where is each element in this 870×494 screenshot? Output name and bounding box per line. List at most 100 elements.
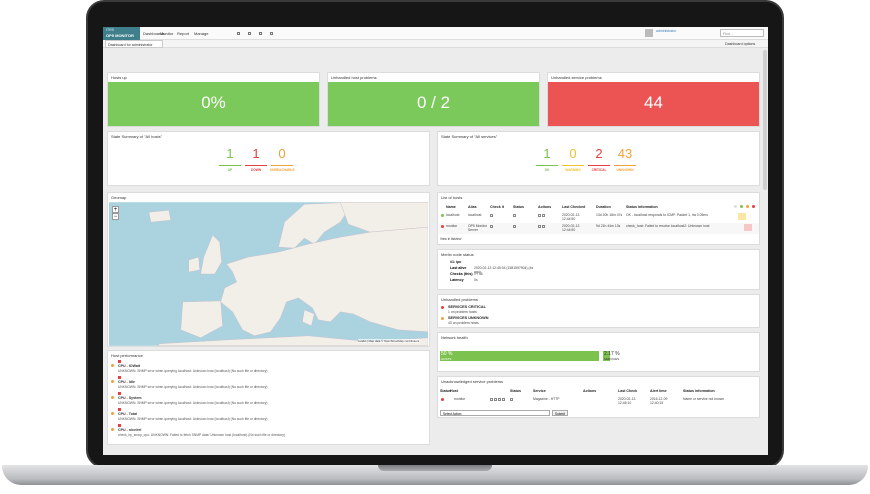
widget-title: Unacknowledged service problems bbox=[441, 379, 504, 384]
widget-title: State Summary of "All services" bbox=[441, 134, 498, 139]
health-bar bbox=[603, 351, 610, 361]
error-icon bbox=[118, 424, 121, 427]
widget-title: Unhandled service problems bbox=[551, 75, 602, 80]
logo-text: OP5 MONITOR bbox=[106, 33, 134, 38]
user-name: administrator bbox=[656, 29, 677, 33]
big-number-tile: 0% bbox=[108, 82, 319, 126]
tab[interactable]: Dashboard for administrator bbox=[105, 40, 163, 48]
error-icon bbox=[118, 360, 121, 363]
state-count: 1 bbox=[226, 146, 234, 161]
laptop-base bbox=[2, 465, 868, 485]
menu-item[interactable]: Manage bbox=[194, 31, 209, 36]
status-info: OK - localhost responds to ICMP. Packet … bbox=[626, 213, 708, 217]
menu-item[interactable]: Report bbox=[177, 31, 190, 36]
widget-title: Unhandled problems bbox=[441, 297, 478, 302]
perf-message: UNKNOWN: SNMP error when querying localh… bbox=[118, 417, 268, 421]
status-icon bbox=[111, 396, 114, 399]
status-icon bbox=[441, 317, 444, 320]
error-icon bbox=[118, 392, 121, 395]
listview-link[interactable]: View in listview bbox=[440, 237, 462, 241]
status-icon bbox=[111, 412, 114, 415]
search-box[interactable]: Find... bbox=[720, 29, 764, 37]
logo: ITRS OP5 MONITOR bbox=[103, 27, 140, 40]
column-header: Status Information bbox=[626, 205, 658, 209]
land bbox=[302, 309, 315, 327]
state-count: 1 bbox=[543, 146, 551, 161]
action-icon bbox=[502, 398, 505, 401]
big-number-tile: 44 bbox=[548, 82, 759, 126]
widget: State Summary of "All services" 1 OK 0 WARNI… bbox=[437, 131, 760, 186]
action-icon bbox=[510, 398, 513, 401]
status-info: check_host: Failed to resolve localhost2… bbox=[626, 224, 710, 228]
menu-item[interactable]: Monitor bbox=[160, 31, 174, 36]
action-icon bbox=[513, 225, 516, 228]
action-icon bbox=[542, 214, 545, 217]
big-number: 0 / 2 bbox=[416, 93, 451, 112]
field-value: 0 / 46 bbox=[474, 272, 483, 276]
map-attribution: Leaflet | Map data © OpenStreetMap contr… bbox=[358, 339, 420, 343]
status-icon bbox=[740, 205, 743, 208]
toolbar-icon bbox=[259, 32, 262, 35]
action-icon bbox=[542, 225, 545, 228]
column-header: Alert time bbox=[650, 389, 667, 393]
state-underline bbox=[614, 165, 636, 166]
problem-detail: 43 on problem hosts bbox=[448, 321, 479, 325]
widget: Hosts up 0% bbox=[107, 72, 320, 127]
dashboard-options[interactable]: Dashboard options bbox=[725, 42, 756, 46]
land bbox=[188, 256, 200, 273]
widget-title: Host performance bbox=[111, 353, 143, 358]
zoom-in[interactable]: + bbox=[112, 206, 119, 213]
zoom-out[interactable]: − bbox=[112, 213, 119, 220]
state-count: 43 bbox=[617, 146, 633, 161]
last-checked: 2020-02-13 12:44:50 bbox=[562, 224, 580, 232]
action-icon bbox=[490, 398, 493, 401]
submit-button[interactable]: Submit bbox=[552, 410, 568, 416]
column-header: Check it bbox=[490, 205, 504, 209]
column-header: Name bbox=[446, 205, 456, 209]
state-label: CRITICAL bbox=[591, 168, 607, 172]
big-number-tile: 0 / 2 bbox=[328, 82, 539, 126]
host-alias: localhost bbox=[468, 213, 482, 217]
perf-name: CPU - IOWait bbox=[118, 364, 141, 368]
duration: 13d 20h 18m 47s bbox=[596, 213, 623, 217]
widget: Merlin node status #1: ipc Last alive 2020-… bbox=[437, 249, 760, 290]
status-icon bbox=[111, 380, 114, 383]
column-header: Actions bbox=[583, 389, 597, 393]
state-underline bbox=[562, 165, 584, 166]
health-value: 2.17 % bbox=[604, 351, 620, 357]
top-nav: ITRS OP5 MONITOR Dashboards Monitor Report Ma… bbox=[103, 27, 768, 40]
status-icon bbox=[752, 205, 755, 208]
widget: Unhandled host problems 0 / 2 bbox=[327, 72, 540, 127]
laptop-notch bbox=[378, 465, 492, 471]
status-icon bbox=[441, 398, 444, 401]
health-value: 50 % bbox=[441, 351, 453, 357]
state-label: UP bbox=[227, 168, 233, 172]
problem-detail: 1 on problem hosts bbox=[448, 310, 477, 314]
state-underline bbox=[219, 165, 241, 166]
host-name: monitor bbox=[446, 224, 458, 228]
state-count: 2 bbox=[595, 146, 603, 161]
state-underline bbox=[536, 165, 558, 166]
select-action[interactable]: Select Action bbox=[440, 410, 550, 416]
health-label: SERVICES bbox=[604, 357, 620, 361]
widget-title: Merlin node status bbox=[441, 252, 474, 257]
widget-title: List of hosts bbox=[441, 195, 463, 200]
map[interactable] bbox=[109, 202, 428, 346]
state-cell bbox=[744, 224, 752, 231]
widget: Host performance CPU - IOWait UNKNOWN: SNM… bbox=[107, 350, 430, 445]
menu-item[interactable]: Dashboards bbox=[143, 31, 165, 36]
state-label: WARNING bbox=[565, 168, 581, 172]
widget: Unhandled service problems 44 bbox=[547, 72, 760, 127]
row-bg bbox=[439, 223, 759, 234]
column-header: Actions bbox=[538, 205, 552, 209]
status-icon bbox=[111, 428, 114, 431]
widget-title: Geomap bbox=[111, 195, 127, 200]
field-value: 2020-02-13 12:45:04 (1581597904) (4s ago… bbox=[474, 266, 534, 274]
perf-message: check_by_snmp_cpu: UNKNOWN: Failed to fe… bbox=[118, 433, 286, 437]
column-header: Service bbox=[533, 389, 546, 393]
state-underline bbox=[588, 165, 610, 166]
widget-title: Hosts up bbox=[111, 75, 127, 80]
state-underline bbox=[245, 165, 267, 166]
service-name: Magazine - HTTP bbox=[533, 397, 560, 401]
error-icon bbox=[118, 408, 121, 411]
